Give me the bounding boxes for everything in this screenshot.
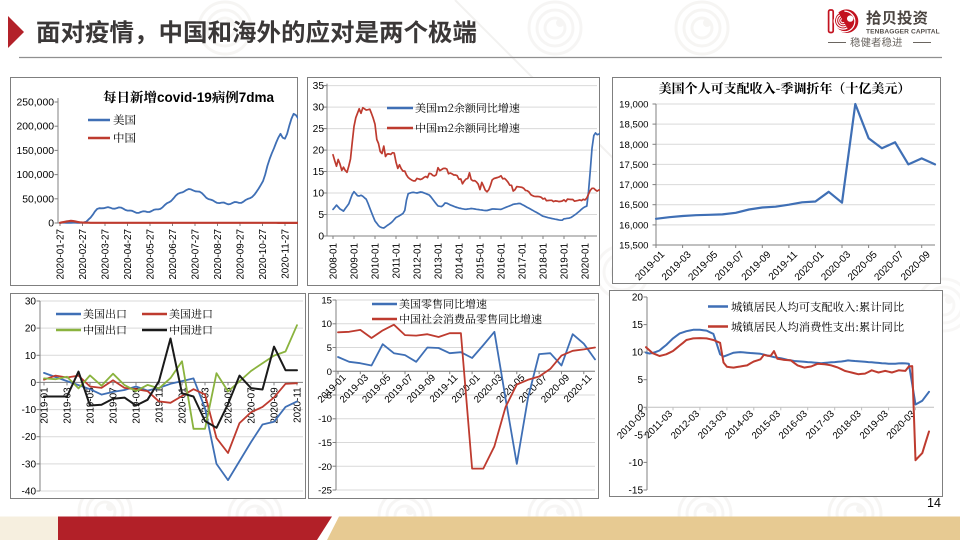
svg-text:-40: -40	[22, 487, 37, 498]
svg-text:30: 30	[313, 103, 325, 114]
svg-text:2019-01: 2019-01	[560, 243, 571, 280]
svg-text:5: 5	[327, 343, 332, 354]
svg-text:2020-05: 2020-05	[224, 387, 235, 424]
svg-text:25: 25	[313, 124, 325, 135]
svg-text:covid-19: covid-19	[157, 90, 212, 105]
svg-text:200,000: 200,000	[16, 122, 54, 133]
svg-text:0: 0	[318, 232, 324, 243]
svg-text:0: 0	[637, 403, 643, 414]
svg-text:17,500: 17,500	[619, 160, 648, 171]
svg-text:2020-02-27: 2020-02-27	[78, 229, 89, 280]
svg-text:2020-11: 2020-11	[293, 387, 304, 423]
svg-text:2020-09-27: 2020-09-27	[236, 229, 247, 280]
svg-text:5: 5	[318, 210, 324, 221]
svg-text:-10: -10	[318, 414, 332, 425]
svg-text:2012-01: 2012-01	[413, 243, 424, 280]
svg-text:2020-01: 2020-01	[581, 243, 592, 280]
svg-text:16,000: 16,000	[619, 220, 648, 231]
svg-text:2020-07: 2020-07	[247, 387, 258, 423]
svg-text:2020-03-27: 2020-03-27	[101, 229, 112, 280]
svg-text:10: 10	[25, 351, 37, 362]
svg-text:-10: -10	[22, 405, 37, 416]
svg-text:2020-01: 2020-01	[178, 387, 189, 424]
svg-text:2009-01: 2009-01	[350, 243, 361, 280]
svg-text:7dma: 7dma	[239, 90, 275, 105]
svg-text:16,500: 16,500	[619, 200, 648, 211]
svg-text:0: 0	[48, 219, 54, 230]
svg-text:2013-01: 2013-01	[434, 243, 445, 280]
svg-text:20: 20	[25, 324, 37, 335]
svg-text:18,500: 18,500	[619, 120, 648, 131]
svg-text:2014-01: 2014-01	[455, 243, 466, 280]
svg-text:2010-01: 2010-01	[371, 243, 382, 280]
svg-text:2020-01-27: 2020-01-27	[56, 229, 67, 280]
svg-text:2020-10-27: 2020-10-27	[258, 229, 269, 280]
svg-text:2020-09: 2020-09	[270, 387, 281, 424]
svg-text:-10: -10	[629, 458, 644, 469]
svg-text:-20: -20	[22, 432, 37, 443]
svg-text:2020-07-27: 2020-07-27	[191, 229, 202, 280]
svg-text:-20: -20	[318, 462, 332, 473]
svg-text:2020-05-27: 2020-05-27	[146, 229, 157, 280]
svg-text:2019-11: 2019-11	[155, 387, 166, 423]
svg-text:150,000: 150,000	[16, 146, 54, 157]
svg-text:15: 15	[321, 296, 332, 307]
svg-text:15: 15	[632, 320, 644, 331]
svg-text:2020-08-27: 2020-08-27	[213, 229, 224, 280]
svg-text:2017-01: 2017-01	[518, 243, 529, 280]
svg-text:0: 0	[327, 367, 332, 378]
svg-text:2019-03: 2019-03	[63, 387, 74, 424]
svg-text:10: 10	[321, 319, 332, 330]
svg-text:2008-01: 2008-01	[329, 243, 340, 280]
svg-text:2020-03: 2020-03	[201, 387, 212, 424]
svg-text:17,000: 17,000	[619, 180, 648, 191]
svg-text:2020-04-27: 2020-04-27	[123, 229, 134, 280]
svg-text:15,500: 15,500	[619, 241, 648, 252]
svg-text:35: 35	[313, 81, 325, 92]
svg-text:-15: -15	[318, 438, 332, 449]
svg-text:-30: -30	[22, 459, 37, 470]
svg-text:2011-01: 2011-01	[392, 243, 403, 279]
svg-text:5: 5	[637, 375, 643, 386]
svg-text:50,000: 50,000	[22, 194, 54, 205]
svg-text:-5: -5	[323, 391, 332, 402]
svg-text:100,000: 100,000	[16, 170, 54, 181]
svg-text:-15: -15	[629, 486, 644, 497]
svg-text:2020-06-27: 2020-06-27	[168, 229, 179, 280]
svg-text:2016-01: 2016-01	[497, 243, 508, 280]
svg-text:2019-07: 2019-07	[109, 387, 120, 423]
svg-text:2018-01: 2018-01	[539, 243, 550, 280]
svg-text:2020-11-27: 2020-11-27	[281, 229, 292, 279]
svg-text:-5: -5	[634, 430, 643, 441]
svg-text:10: 10	[313, 189, 325, 200]
svg-text:2019-01: 2019-01	[40, 387, 51, 424]
svg-text:30: 30	[25, 297, 37, 308]
svg-text:TENBAGGER CAPITAL: TENBAGGER CAPITAL	[866, 29, 940, 36]
svg-text:15: 15	[313, 167, 325, 178]
svg-text:0: 0	[30, 378, 36, 389]
svg-text:20: 20	[313, 146, 325, 157]
svg-text:2015-01: 2015-01	[476, 243, 487, 280]
svg-text:18,000: 18,000	[619, 140, 648, 151]
svg-text:10: 10	[632, 348, 644, 359]
svg-text:-25: -25	[318, 486, 332, 497]
svg-text:250,000: 250,000	[16, 98, 54, 109]
svg-text:19,000: 19,000	[619, 100, 648, 111]
svg-text:20: 20	[632, 293, 644, 304]
